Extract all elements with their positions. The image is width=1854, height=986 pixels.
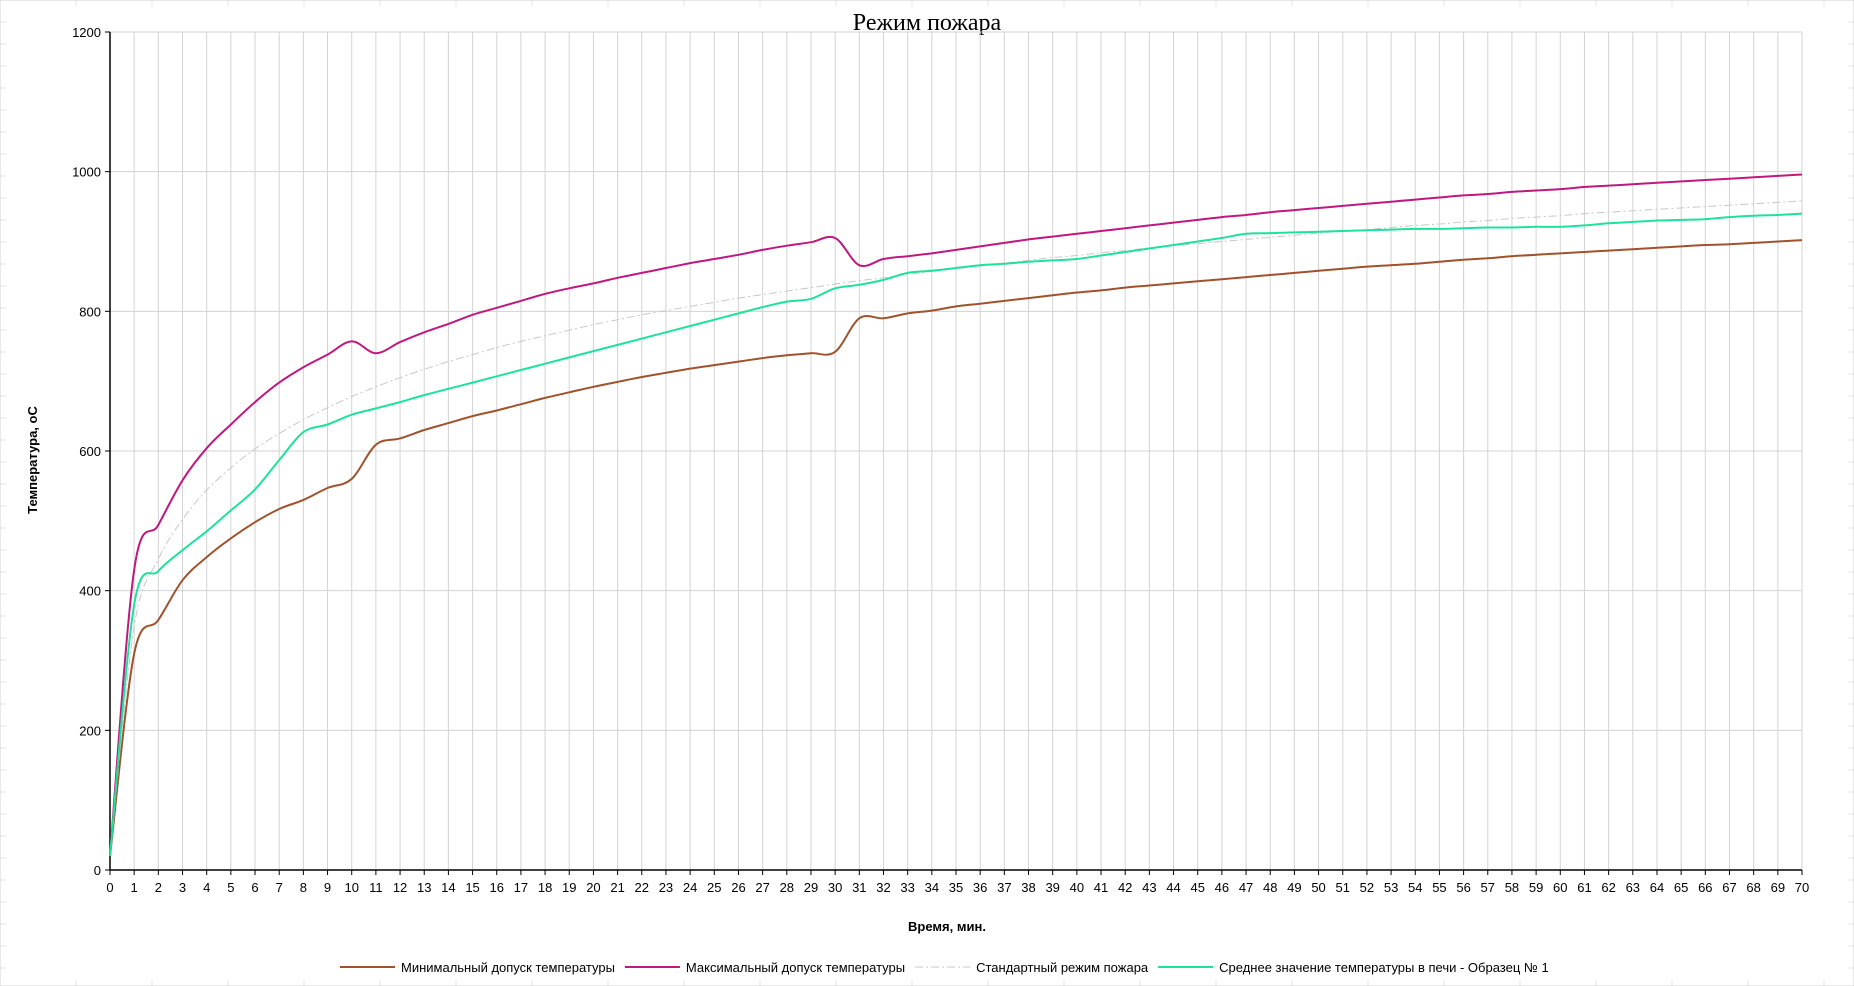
y-tick-label: 1200 xyxy=(72,25,101,40)
x-tick-label: 56 xyxy=(1456,880,1470,895)
x-tick-label: 17 xyxy=(514,880,528,895)
x-tick-label: 46 xyxy=(1215,880,1229,895)
x-tick-label: 63 xyxy=(1626,880,1640,895)
x-tick-label: 9 xyxy=(324,880,331,895)
x-tick-label: 49 xyxy=(1287,880,1301,895)
x-tick-label: 24 xyxy=(683,880,697,895)
x-tick-label: 14 xyxy=(441,880,455,895)
x-tick-label: 16 xyxy=(490,880,504,895)
x-tick-label: 52 xyxy=(1360,880,1374,895)
x-tick-label: 26 xyxy=(731,880,745,895)
x-tick-label: 32 xyxy=(876,880,890,895)
y-tick-label: 600 xyxy=(79,444,101,459)
x-tick-label: 4 xyxy=(203,880,210,895)
x-tick-label: 57 xyxy=(1481,880,1495,895)
x-tick-label: 38 xyxy=(1021,880,1035,895)
x-tick-label: 6 xyxy=(251,880,258,895)
x-tick-label: 22 xyxy=(635,880,649,895)
x-tick-label: 60 xyxy=(1553,880,1567,895)
x-tick-label: 55 xyxy=(1432,880,1446,895)
x-tick-label: 47 xyxy=(1239,880,1253,895)
x-tick-label: 19 xyxy=(562,880,576,895)
x-tick-label: 2 xyxy=(155,880,162,895)
y-tick-label: 800 xyxy=(79,304,101,319)
x-tick-label: 5 xyxy=(227,880,234,895)
x-tick-label: 36 xyxy=(973,880,987,895)
x-tick-label: 28 xyxy=(780,880,794,895)
x-tick-label: 50 xyxy=(1311,880,1325,895)
x-tick-label: 27 xyxy=(755,880,769,895)
y-axis-ticks: 0 200 400 600 800 1000 1200 xyxy=(72,25,110,878)
x-tick-label: 70 xyxy=(1795,880,1809,895)
series-lines xyxy=(109,173,1803,857)
legend-entry-1: Минимальный допуск температуры xyxy=(401,960,615,975)
x-tick-label: 42 xyxy=(1118,880,1132,895)
x-tick-label: 25 xyxy=(707,880,721,895)
x-tick-label: 11 xyxy=(369,880,383,895)
x-tick-label: 20 xyxy=(586,880,600,895)
x-tick-label: 40 xyxy=(1070,880,1084,895)
x-tick-label: 48 xyxy=(1263,880,1277,895)
x-tick-label: 12 xyxy=(393,880,407,895)
x-tick-label: 43 xyxy=(1142,880,1156,895)
x-tick-label: 13 xyxy=(417,880,431,895)
series-line-1 xyxy=(109,239,1803,857)
x-tick-label: 15 xyxy=(465,880,479,895)
x-tick-label: 8 xyxy=(300,880,307,895)
x-tick-label: 44 xyxy=(1166,880,1180,895)
x-tick-label: 7 xyxy=(276,880,283,895)
legend-entry-2: Максимальный допуск температуры xyxy=(686,960,905,975)
x-tick-label: 33 xyxy=(900,880,914,895)
x-tick-label: 69 xyxy=(1771,880,1785,895)
x-axis-ticks: 0 1 2 3 4 5 6 7 8 9 10 11 12 13 14 15 16 17 18 19 20 21 22 23 24… xyxy=(106,870,1809,895)
x-tick-label: 67 xyxy=(1722,880,1736,895)
legend-entry-4: Среднее значение температуры в печи - Об… xyxy=(1219,960,1549,975)
y-axis-label: Температура, оС xyxy=(25,406,40,514)
y-tick-label: 400 xyxy=(79,584,101,599)
x-tick-label: 21 xyxy=(610,880,624,895)
x-tick-label: 35 xyxy=(949,880,963,895)
x-tick-label: 45 xyxy=(1190,880,1204,895)
legend-entry-3: Стандартный режим пожара xyxy=(976,960,1149,975)
x-tick-label: 58 xyxy=(1505,880,1519,895)
x-tick-label: 23 xyxy=(659,880,673,895)
x-tick-label: 39 xyxy=(1045,880,1059,895)
x-tick-label: 53 xyxy=(1384,880,1398,895)
y-tick-label: 0 xyxy=(94,863,101,878)
x-tick-label: 68 xyxy=(1746,880,1760,895)
x-axis-label: Время, мин. xyxy=(908,919,986,934)
x-tick-label: 51 xyxy=(1336,880,1350,895)
x-tick-label: 1 xyxy=(131,880,138,895)
series-line-4 xyxy=(109,212,1803,857)
x-tick-label: 0 xyxy=(106,880,113,895)
x-tick-label: 34 xyxy=(925,880,939,895)
y-tick-label: 1000 xyxy=(72,165,101,180)
x-tick-label: 41 xyxy=(1094,880,1108,895)
x-tick-label: 18 xyxy=(538,880,552,895)
series-line-2 xyxy=(109,173,1803,857)
x-tick-label: 29 xyxy=(804,880,818,895)
x-tick-label: 62 xyxy=(1601,880,1615,895)
x-tick-label: 30 xyxy=(828,880,842,895)
x-tick-label: 37 xyxy=(997,880,1011,895)
x-tick-label: 31 xyxy=(852,880,866,895)
x-tick-label: 61 xyxy=(1577,880,1591,895)
chart-area-background xyxy=(6,6,1848,980)
x-tick-label: 3 xyxy=(179,880,186,895)
legend: Минимальный допуск температуры Максимальн… xyxy=(340,960,1549,975)
y-tick-label: 200 xyxy=(79,723,101,738)
x-tick-label: 10 xyxy=(344,880,358,895)
x-tick-label: 54 xyxy=(1408,880,1422,895)
x-tick-label: 66 xyxy=(1698,880,1712,895)
x-tick-label: 59 xyxy=(1529,880,1543,895)
x-tick-label: 65 xyxy=(1674,880,1688,895)
x-tick-label: 64 xyxy=(1650,880,1664,895)
